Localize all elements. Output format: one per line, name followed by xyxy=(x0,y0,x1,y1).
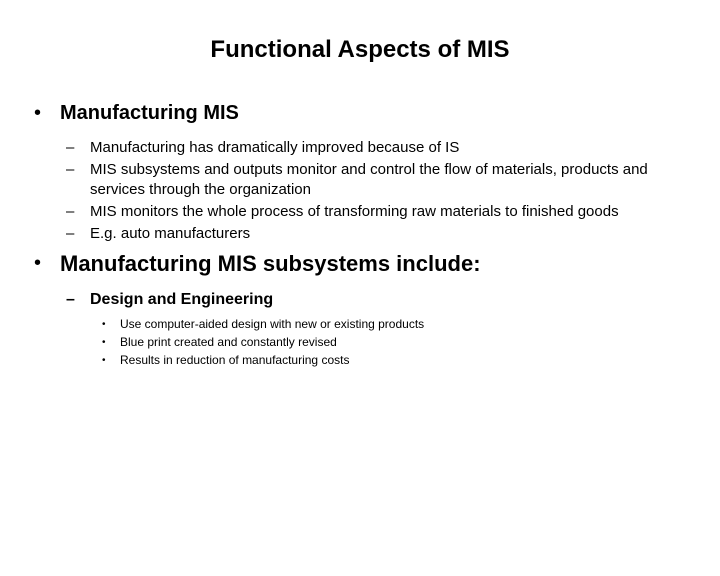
slide: Functional Aspects of MIS Manufacturing … xyxy=(0,36,720,576)
section-2-points: Design and Engineering Use computer-aide… xyxy=(60,290,690,369)
list-item: Blue print created and constantly revise… xyxy=(90,334,690,351)
slide-title: Functional Aspects of MIS xyxy=(0,36,720,64)
list-item: Results in reduction of manufacturing co… xyxy=(90,352,690,369)
section-2: Manufacturing MIS subsystems include: De… xyxy=(34,250,690,369)
section-2-heading: Manufacturing MIS subsystems include: xyxy=(60,251,481,276)
section-1: Manufacturing MIS Manufacturing has dram… xyxy=(34,100,690,244)
section-1-heading: Manufacturing MIS xyxy=(60,102,239,124)
section-1-points: Manufacturing has dramatically improved … xyxy=(60,138,690,244)
list-item: Use computer-aided design with new or ex… xyxy=(90,316,690,333)
section-2-subheading-text: Design and Engineering xyxy=(90,291,273,308)
list-item: E.g. auto manufacturers xyxy=(60,224,690,244)
list-item: Manufacturing has dramatically improved … xyxy=(60,138,690,158)
bullet-list-level1: Manufacturing MIS Manufacturing has dram… xyxy=(34,100,690,369)
list-item: MIS subsystems and outputs monitor and c… xyxy=(60,160,690,200)
section-2-subheading: Design and Engineering Use computer-aide… xyxy=(60,290,690,369)
list-item: MIS monitors the whole process of transf… xyxy=(60,202,690,222)
slide-content: Manufacturing MIS Manufacturing has dram… xyxy=(0,100,720,369)
section-2-subpoints: Use computer-aided design with new or ex… xyxy=(90,316,690,369)
